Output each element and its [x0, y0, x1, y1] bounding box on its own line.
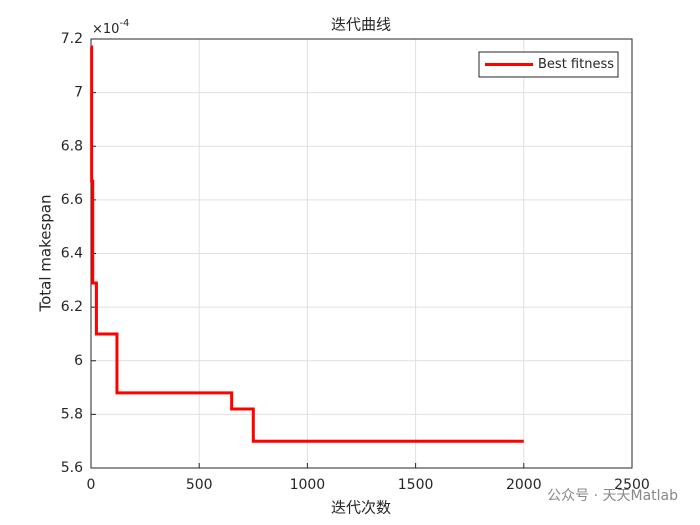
x-tick-label: 2500	[614, 477, 650, 493]
y-tick-label: 5.8	[61, 406, 83, 422]
series-line	[90, 45, 524, 443]
chart-title: 迭代曲线	[331, 16, 391, 34]
y-multiplier-base: ×10	[92, 22, 119, 37]
y-tick-label: 5.6	[61, 460, 83, 476]
legend-label: Best fitness	[538, 57, 614, 72]
x-tick-label: 500	[186, 477, 213, 493]
y-axis-label: Total makespan	[37, 194, 55, 312]
watermark: 公众号 · 天天Matlab	[547, 488, 678, 504]
y-tick-label: 6.6	[61, 192, 83, 208]
y-multiplier: ×10-4	[92, 18, 129, 37]
x-tick-label: 2000	[506, 477, 542, 493]
y-tick-label: 6.4	[61, 246, 83, 262]
y-tick-label: 6.2	[61, 299, 83, 315]
y-tick-label: 7	[74, 85, 83, 101]
axes-box	[90, 38, 633, 469]
y-multiplier-exponent: -4	[119, 18, 129, 29]
y-tick-label: 6	[74, 353, 83, 369]
x-axis-label: 迭代次数	[331, 499, 391, 517]
x-tick-label: 0	[87, 477, 96, 493]
y-tick-label: 7.2	[61, 31, 83, 47]
y-tick-label: 6.8	[61, 138, 83, 154]
x-tick-label: 1500	[398, 477, 434, 493]
x-tick-label: 1000	[290, 477, 326, 493]
